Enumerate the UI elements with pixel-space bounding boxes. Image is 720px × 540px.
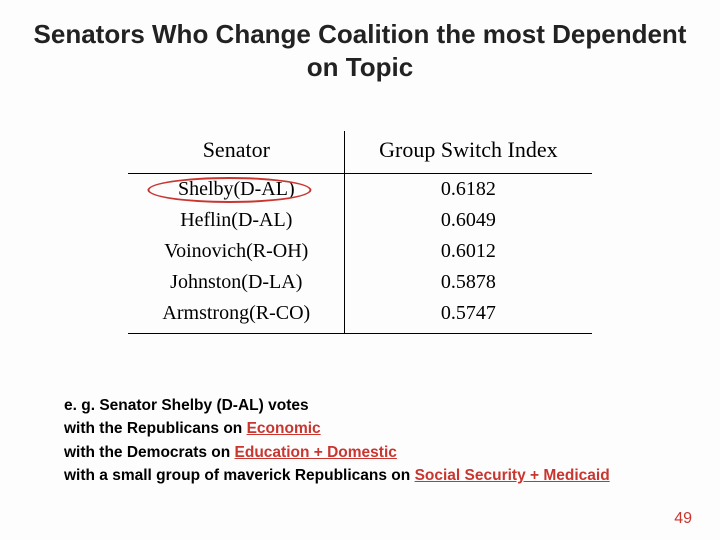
caption-line2-hl: Economic — [247, 420, 321, 437]
table-header-row: Senator Group Switch Index — [128, 131, 591, 174]
cell-index: 0.6049 — [345, 205, 592, 236]
caption-line4-pre: with a small group of maverick Republica… — [64, 467, 415, 484]
table-row: Johnston(D-LA)0.5878 — [128, 267, 591, 298]
page-number: 49 — [674, 510, 692, 528]
col-header-senator: Senator — [128, 131, 344, 174]
slide: Senators Who Change Coalition the most D… — [0, 0, 720, 540]
caption-line2-pre: with the Republicans on — [64, 420, 247, 437]
table-row: Armstrong(R-CO)0.5747 — [128, 298, 591, 334]
caption-block: e. g. Senator Shelby (D-AL) votes with t… — [64, 394, 692, 487]
slide-title: Senators Who Change Coalition the most D… — [28, 18, 692, 83]
table-row: Heflin(D-AL)0.6049 — [128, 205, 591, 236]
table-row: Voinovich(R-OH)0.6012 — [128, 236, 591, 267]
cell-index: 0.6182 — [345, 174, 592, 206]
table-container: Senator Group Switch Index Shelby(D-AL)0… — [28, 131, 692, 334]
caption-line3-pre: with the Democrats on — [64, 444, 235, 461]
caption-line3-hl: Education + Domestic — [235, 444, 397, 461]
col-header-index: Group Switch Index — [345, 131, 592, 174]
cell-senator: Johnston(D-LA) — [128, 267, 344, 298]
caption-line4-hl: Social Security + Medicaid — [415, 467, 610, 484]
cell-index: 0.6012 — [345, 236, 592, 267]
cell-senator: Shelby(D-AL) — [128, 174, 344, 206]
cell-senator: Voinovich(R-OH) — [128, 236, 344, 267]
cell-index: 0.5747 — [345, 298, 592, 334]
caption-line1: e. g. Senator Shelby (D-AL) votes — [64, 397, 309, 414]
cell-index: 0.5878 — [345, 267, 592, 298]
cell-senator: Heflin(D-AL) — [128, 205, 344, 236]
senators-table: Senator Group Switch Index Shelby(D-AL)0… — [128, 131, 591, 334]
table-row: Shelby(D-AL)0.6182 — [128, 174, 591, 206]
highlight-ellipse — [148, 177, 312, 203]
cell-senator: Armstrong(R-CO) — [128, 298, 344, 334]
